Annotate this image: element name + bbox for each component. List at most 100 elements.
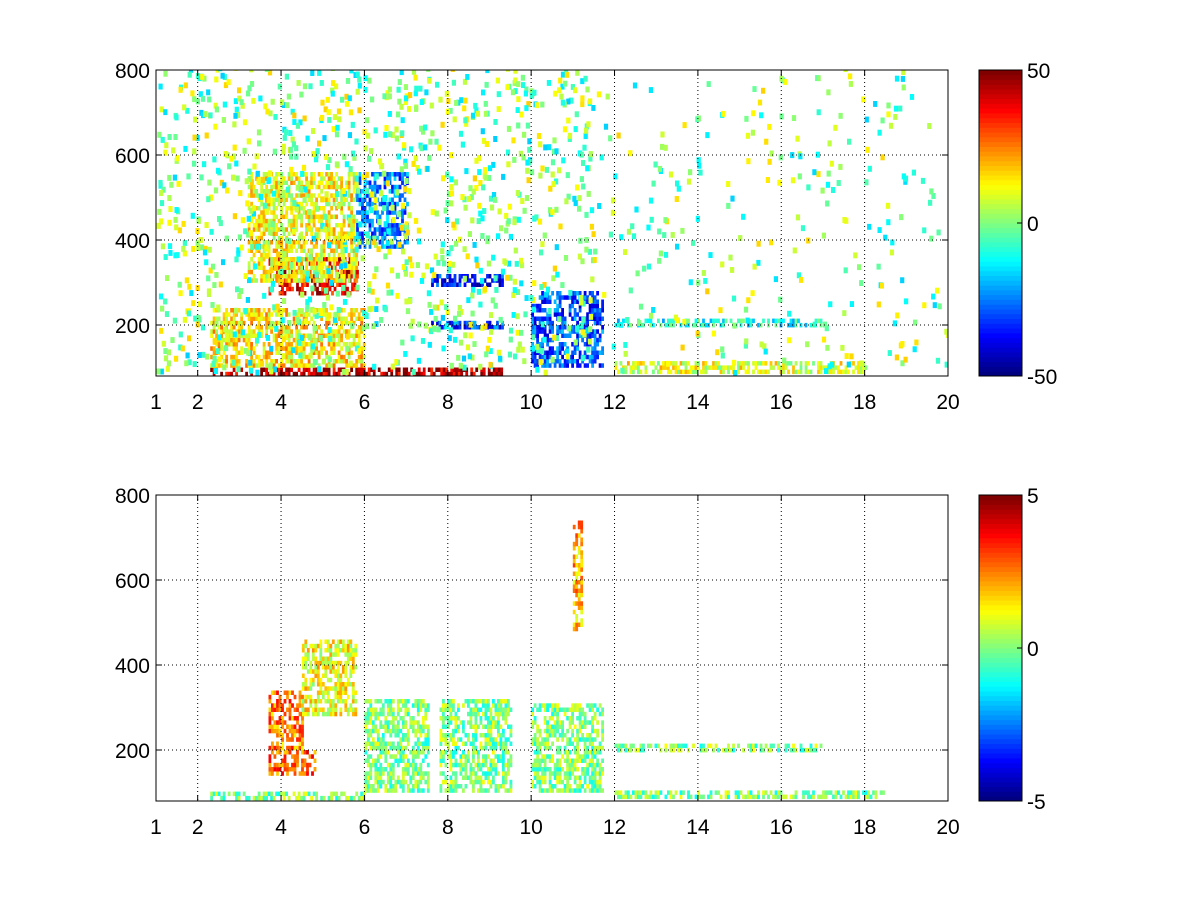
heatmap-cell — [347, 312, 351, 317]
heatmap-cell — [215, 348, 220, 355]
heatmap-cell — [250, 214, 253, 220]
heatmap-cell — [419, 707, 423, 712]
heatmap-cell — [354, 345, 360, 352]
heatmap-cell — [404, 720, 408, 725]
heatmap-cell — [394, 779, 398, 785]
heatmap-cell — [583, 295, 587, 300]
heatmap-cell — [167, 134, 172, 140]
heatmap-cell — [262, 252, 266, 258]
heatmap-cell — [386, 724, 390, 729]
heatmap-cell — [317, 235, 321, 241]
heatmap-cell — [416, 737, 420, 742]
heatmap-cell — [697, 365, 700, 370]
heatmap-cell — [163, 298, 168, 305]
heatmap-cell — [846, 361, 851, 368]
heatmap-cell — [341, 690, 345, 695]
heatmap-cell — [759, 112, 764, 119]
heatmap-cell — [381, 703, 385, 708]
heatmap-cell — [538, 325, 542, 330]
heatmap-cell — [306, 282, 309, 287]
heatmap-cell — [275, 278, 278, 283]
heatmap-cell — [442, 716, 445, 721]
heatmap-cell — [591, 346, 594, 351]
heatmap-cell — [405, 371, 409, 376]
heatmap-cell — [399, 103, 404, 110]
heatmap-cell — [533, 354, 537, 360]
heatmap-cell — [550, 171, 555, 178]
heatmap-cell — [574, 324, 579, 331]
heatmap-cell — [389, 779, 393, 785]
heatmap-cell — [350, 193, 353, 198]
heatmap-cell — [219, 179, 224, 186]
colorbar-swatch — [979, 170, 1022, 176]
heatmap-cell — [255, 278, 258, 283]
heatmap-cell — [586, 295, 589, 300]
heatmap-cell — [301, 711, 305, 717]
heatmap-cell — [285, 371, 288, 376]
heatmap-cell — [340, 210, 343, 215]
heatmap-cell — [886, 102, 891, 109]
heatmap-cell — [327, 257, 331, 262]
heatmap-cell — [277, 261, 281, 266]
heatmap-cell — [399, 745, 403, 751]
heatmap-cell — [839, 361, 843, 366]
heatmap-cell — [730, 267, 735, 273]
heatmap-cell — [821, 232, 826, 239]
heatmap-cell — [366, 711, 370, 717]
heatmap-cell — [370, 288, 375, 295]
heatmap-cell — [396, 193, 399, 198]
heatmap-cell — [420, 338, 426, 344]
heatmap-cell — [276, 750, 279, 755]
heatmap-cell — [386, 218, 389, 224]
heatmap-cell — [426, 70, 431, 72]
heatmap-cell — [358, 235, 362, 241]
heatmap-cell — [561, 346, 564, 351]
heatmap-cell — [305, 363, 308, 368]
heatmap-cell — [583, 354, 587, 360]
heatmap-cell — [301, 682, 305, 687]
heatmap-cell — [212, 350, 216, 355]
heatmap-cell — [341, 259, 346, 266]
heatmap-cell — [548, 312, 552, 317]
heatmap-cell — [719, 369, 723, 375]
heatmap-cell — [301, 694, 304, 700]
heatmap-cell — [306, 656, 310, 661]
heatmap-cell — [460, 194, 465, 200]
heatmap-cell — [322, 252, 326, 258]
heatmap-cell — [301, 703, 304, 708]
heatmap-cell — [599, 154, 604, 161]
heatmap-cell — [383, 180, 387, 185]
heatmap-cell — [416, 724, 420, 729]
heatmap-cell — [300, 312, 303, 317]
heatmap-cell — [255, 363, 258, 368]
heatmap-cell — [230, 325, 233, 330]
heatmap-cell — [483, 110, 489, 117]
heatmap-cell — [448, 282, 452, 287]
heatmap-cell — [271, 728, 274, 734]
heatmap-cell — [379, 775, 383, 780]
heatmap-cell — [320, 227, 323, 232]
heatmap-cell — [350, 269, 353, 275]
heatmap-cell — [414, 741, 418, 746]
heatmap-cell — [247, 184, 251, 190]
heatmap-cell — [401, 720, 405, 725]
heatmap-cell — [345, 363, 348, 368]
heatmap-cell — [300, 359, 303, 364]
heatmap-cell — [602, 291, 607, 298]
heatmap-cell — [280, 325, 283, 330]
heatmap-cell — [325, 354, 328, 360]
heatmap-cell — [597, 203, 602, 209]
heatmap-cell — [639, 369, 643, 375]
heatmap-cell — [522, 358, 527, 365]
colorbar-swatch — [979, 160, 1022, 167]
heatmap-cell — [321, 665, 325, 670]
heatmap-cell — [307, 359, 311, 364]
heatmap-cell — [317, 265, 321, 270]
heatmap-cell — [280, 227, 283, 232]
heatmap-cell — [447, 720, 450, 725]
heatmap-cell — [346, 711, 350, 717]
heatmap-cell — [340, 244, 343, 249]
heatmap-cell — [366, 737, 370, 742]
heatmap-cell — [466, 297, 471, 304]
